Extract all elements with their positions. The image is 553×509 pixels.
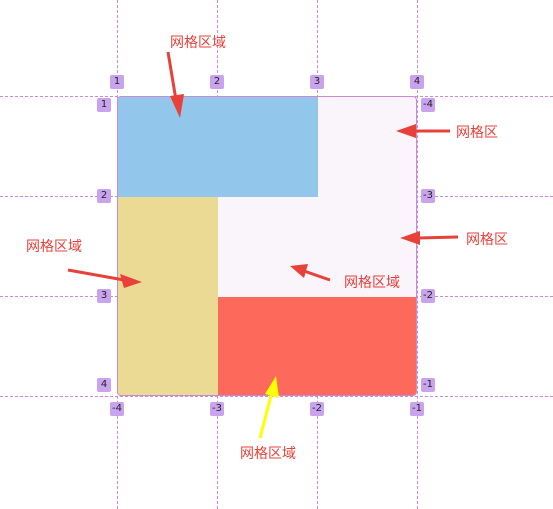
row-number-left: 1 bbox=[97, 98, 111, 112]
column-number-bottom: -1 bbox=[410, 402, 424, 416]
column-number-top: 2 bbox=[210, 75, 224, 89]
column-number-bottom: -4 bbox=[110, 402, 124, 416]
area-label-center: 网格区域 bbox=[344, 275, 400, 291]
arrow-top bbox=[166, 51, 184, 118]
row-number-left: 4 bbox=[97, 378, 111, 392]
column-number-top: 3 bbox=[310, 75, 324, 89]
arrow-bottom bbox=[258, 376, 279, 439]
row-number-right: -2 bbox=[421, 289, 435, 303]
grid-area-left-yellow bbox=[118, 197, 218, 395]
row-number-left: 3 bbox=[97, 289, 111, 303]
row-number-right: -1 bbox=[421, 378, 435, 392]
row-number-right: -4 bbox=[421, 98, 435, 112]
grid-container bbox=[117, 96, 417, 396]
area-label-left: 网格区域 bbox=[26, 239, 82, 255]
area-label-right-middle: 网格区 bbox=[466, 232, 508, 248]
grid-line-column-4 bbox=[417, 0, 418, 509]
grid-area-top-blue bbox=[118, 97, 318, 197]
column-number-bottom: -3 bbox=[210, 402, 224, 416]
column-number-top: 1 bbox=[110, 75, 124, 89]
column-number-bottom: -2 bbox=[310, 402, 324, 416]
arrow-right-upper bbox=[396, 124, 450, 138]
arrow-left bbox=[67, 268, 142, 288]
grid-area-bottom-red bbox=[218, 297, 416, 395]
area-label-top: 网格区域 bbox=[170, 35, 226, 51]
area-label-right-upper: 网格区 bbox=[456, 125, 498, 141]
arrow-center bbox=[290, 264, 331, 282]
column-number-top: 4 bbox=[410, 75, 424, 89]
row-number-left: 2 bbox=[97, 189, 111, 203]
row-number-right: -3 bbox=[421, 189, 435, 203]
arrow-right-middle bbox=[400, 231, 459, 245]
area-label-bottom: 网格区域 bbox=[240, 446, 296, 462]
